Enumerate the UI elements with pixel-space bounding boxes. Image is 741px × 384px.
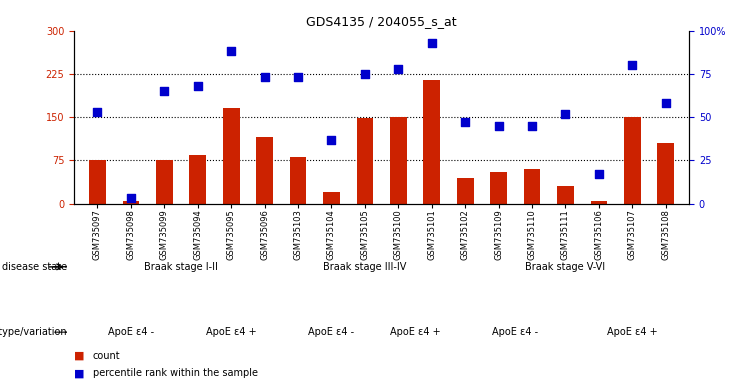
Point	[426, 40, 438, 46]
Bar	[390, 117, 407, 204]
Text: Braak stage III-IV: Braak stage III-IV	[323, 262, 407, 272]
Bar	[290, 157, 307, 204]
Text: Braak stage V-VI: Braak stage V-VI	[525, 262, 605, 272]
Bar	[557, 186, 574, 204]
Bar	[356, 118, 373, 204]
Point	[325, 137, 337, 143]
Text: ApoE ε4 +: ApoE ε4 +	[206, 327, 256, 337]
Text: ■: ■	[74, 351, 84, 361]
Bar	[657, 143, 674, 204]
Bar	[156, 161, 173, 204]
Text: genotype/variation: genotype/variation	[0, 327, 67, 337]
Point	[526, 123, 538, 129]
Point	[192, 83, 204, 89]
Bar	[223, 108, 239, 204]
Bar	[591, 201, 607, 204]
Point	[459, 119, 471, 125]
Bar	[89, 161, 106, 204]
Text: count: count	[93, 351, 120, 361]
Text: ■: ■	[74, 368, 84, 378]
Text: ApoE ε4 +: ApoE ε4 +	[607, 327, 657, 337]
Text: ApoE ε4 -: ApoE ε4 -	[108, 327, 154, 337]
Bar	[423, 79, 440, 204]
Bar	[256, 137, 273, 204]
Text: Braak stage I-II: Braak stage I-II	[144, 262, 218, 272]
Text: ApoE ε4 +: ApoE ε4 +	[390, 327, 440, 337]
Text: percentile rank within the sample: percentile rank within the sample	[93, 368, 258, 378]
Text: ApoE ε4 -: ApoE ε4 -	[492, 327, 539, 337]
Text: disease state: disease state	[1, 262, 67, 272]
Point	[125, 195, 137, 202]
Text: ApoE ε4 -: ApoE ε4 -	[308, 327, 354, 337]
Bar	[323, 192, 340, 204]
Bar	[524, 169, 540, 204]
Point	[259, 74, 270, 81]
Point	[559, 111, 571, 117]
Point	[292, 74, 304, 81]
Point	[593, 171, 605, 177]
Point	[159, 88, 170, 94]
Bar	[491, 172, 507, 204]
Bar	[122, 201, 139, 204]
Point	[92, 109, 104, 115]
Point	[659, 100, 671, 106]
Point	[493, 123, 505, 129]
Point	[225, 48, 237, 55]
Bar	[456, 177, 473, 204]
Bar	[624, 117, 641, 204]
Bar	[190, 155, 206, 204]
Point	[359, 71, 370, 77]
Point	[626, 62, 638, 68]
Title: GDS4135 / 204055_s_at: GDS4135 / 204055_s_at	[306, 15, 457, 28]
Point	[393, 66, 405, 72]
